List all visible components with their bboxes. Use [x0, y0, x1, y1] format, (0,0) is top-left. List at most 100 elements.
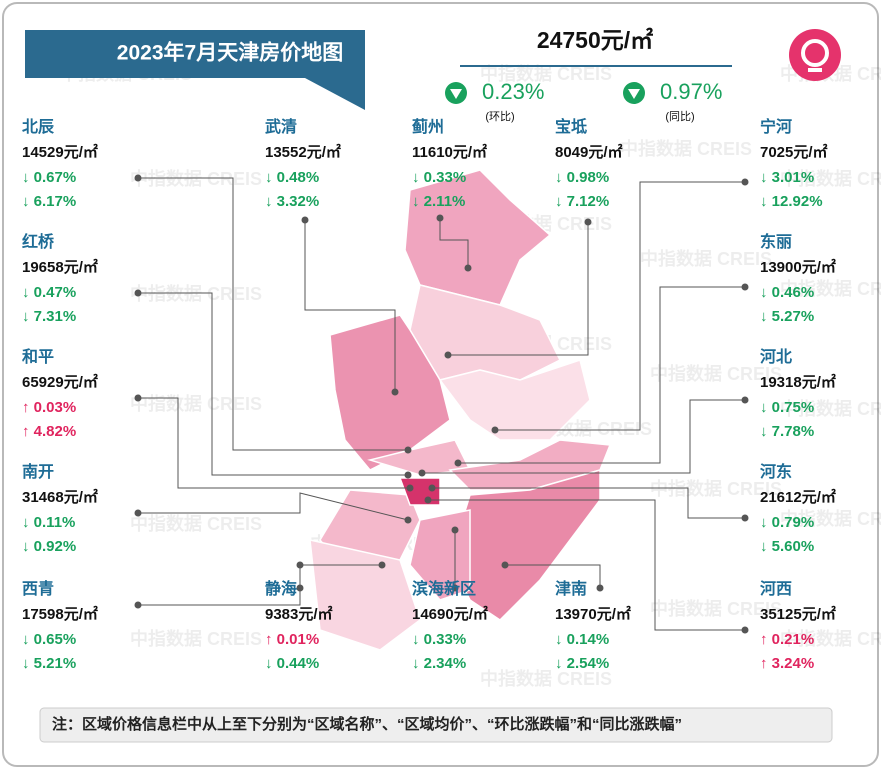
leader-dot [741, 626, 749, 634]
leader-dot [451, 526, 459, 534]
district-price: 7025元/㎡ [760, 143, 828, 161]
district-name: 津南 [555, 579, 587, 598]
district-price: 35125元/㎡ [760, 605, 836, 623]
district-name: 东丽 [760, 232, 792, 251]
title-banner-tail [305, 78, 365, 110]
leader-line [458, 286, 745, 464]
district-yoy: ↓ 2.54% [555, 655, 609, 672]
leader-dot [296, 561, 304, 569]
district-price: 19658元/㎡ [22, 258, 98, 276]
leader-dot [134, 174, 142, 182]
district-name: 河西 [760, 579, 792, 598]
title: 2023年7月天津房价地图 [117, 41, 343, 65]
district-name: 河北 [760, 347, 792, 366]
district-mom: ↓ 0.79% [760, 514, 814, 531]
leader-dot [436, 214, 444, 222]
watermark: 中指数据 CREIS [130, 393, 262, 414]
note-box [39, 707, 833, 743]
district-name: 南开 [22, 462, 54, 481]
yoy-label: (同比) [665, 110, 694, 123]
watermark: 中指数据 CREIS [640, 248, 772, 269]
watermark: 中指数据 CREIS [130, 513, 262, 534]
district-price: 13970元/㎡ [555, 605, 631, 623]
district-yoy: ↓ 7.12% [555, 193, 609, 210]
district-mom: ↓ 0.65% [22, 631, 76, 648]
district-name: 静海 [265, 579, 297, 598]
average-price: 24750元/㎡ [537, 27, 653, 53]
leader-dot [134, 289, 142, 297]
leader-dot [454, 459, 462, 467]
district-price: 9383元/㎡ [265, 605, 333, 623]
district-mom: ↓ 0.33% [412, 631, 466, 648]
district-mom: ↓ 0.98% [555, 169, 609, 186]
leader-dot [444, 351, 452, 359]
watermark: 中指数据 CREIS [780, 398, 881, 419]
district-price: 19318元/㎡ [760, 373, 836, 391]
district-yoy: ↓ 6.17% [22, 193, 76, 210]
note: 注：区域价格信息栏中从上至下分别为“区域名称”、“区域均价”、“环比涨跌幅”和“… [52, 715, 682, 733]
district-yoy: ↓ 0.92% [22, 538, 76, 555]
district-mom: ↓ 0.47% [22, 284, 76, 301]
district-mom: ↑ 0.21% [760, 631, 814, 648]
logo-mark [801, 39, 829, 67]
leader-line [138, 397, 410, 489]
district-labels: 北辰 14529元/㎡ ↓ 0.67% ↓ 6.17% 红桥 19658元/㎡ ↓ 0.47… [22, 117, 836, 672]
leader-line [432, 487, 745, 519]
district-yoy: ↓ 0.44% [265, 655, 319, 672]
leader-line [448, 222, 589, 356]
district-price: 65929元/㎡ [22, 373, 98, 391]
district-price: 11610元/㎡ [412, 143, 487, 161]
watermark: 中指数据 CREIS [650, 363, 782, 384]
district-mom: ↑ 0.01% [265, 631, 319, 648]
district-yoy: ↓ 5.60% [760, 538, 814, 555]
district-yoy: ↓ 7.78% [760, 423, 814, 440]
district-yoy: ↓ 2.11% [412, 193, 465, 210]
district-price: 14529元/㎡ [22, 143, 98, 161]
leader-dot [134, 509, 142, 517]
district-mom: ↓ 3.01% [760, 169, 814, 186]
watermark: 中指数据 CREIS [130, 628, 262, 649]
mom-change: 0.23% [482, 79, 544, 104]
watermark: 中指数据 CREIS [780, 508, 881, 529]
leader-dot [134, 601, 142, 609]
district-name: 北辰 [22, 118, 54, 136]
leader-line [495, 181, 745, 431]
title-banner [25, 30, 365, 78]
district-name: 滨海新区 [412, 579, 476, 598]
district-name: 西青 [22, 579, 54, 598]
district-mom: ↓ 0.48% [265, 169, 319, 186]
watermark: 中指数据 CREIS [650, 478, 782, 499]
district-yoy: ↓ 5.27% [760, 308, 814, 325]
leader-lines [134, 174, 749, 634]
district-price: 17598元/㎡ [22, 605, 98, 623]
district-yoy: ↑ 4.82% [22, 423, 76, 440]
district-mom: ↓ 0.46% [760, 284, 814, 301]
district-yoy: ↑ 3.24% [760, 655, 814, 672]
leader-dot [584, 218, 592, 226]
district-name: 武清 [265, 117, 297, 136]
leader-dot [741, 178, 749, 186]
leader-line [304, 220, 396, 392]
district-name: 蓟州 [411, 117, 444, 136]
leader-dot [404, 446, 412, 454]
leader-dot [404, 516, 412, 524]
leader-dot [741, 514, 749, 522]
leader-line [138, 292, 408, 476]
watermark: 中指数据 CREIS [780, 168, 881, 189]
leader-line [422, 399, 745, 474]
watermark: 中指数据 CREIS [650, 598, 782, 619]
district-name: 河东 [760, 462, 792, 481]
yoy-change: 0.97% [660, 79, 722, 104]
district-mom: ↓ 0.67% [22, 169, 76, 186]
watermark: 中指数据 CREIS [480, 63, 612, 84]
logo [789, 29, 841, 81]
district-price: 14690元/㎡ [412, 605, 488, 623]
leader-dot [428, 484, 436, 492]
leader-dot [296, 584, 304, 592]
leader-dot [378, 561, 386, 569]
district-name: 宁河 [760, 117, 792, 136]
district-price: 8049元/㎡ [555, 143, 623, 161]
district-name: 宝坻 [555, 117, 587, 136]
leader-line [138, 177, 408, 451]
